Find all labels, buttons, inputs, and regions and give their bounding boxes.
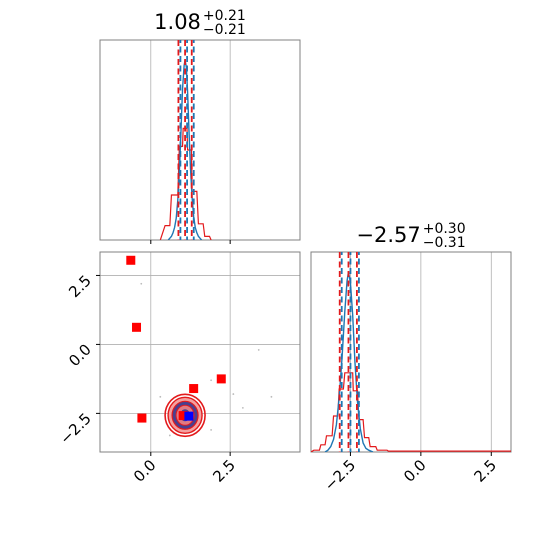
hist1-xtick-label-0: −2.5: [321, 456, 359, 494]
scatter-xtick-label-1: 2.5: [209, 456, 239, 486]
title-param1: −2.57 +0.30−0.31: [356, 221, 465, 251]
frame-h1: [310, 251, 512, 453]
title-param1-median: −2.57: [356, 223, 420, 247]
title-param0-plus: +0.21: [203, 8, 246, 24]
contour-outer-red: [164, 393, 206, 438]
scatter-faint-sample-0: [210, 379, 213, 382]
title-param0: 1.08 +0.21−0.21: [154, 8, 246, 38]
scatter-panel: [126, 255, 273, 438]
frame-h0: [99, 39, 301, 241]
hist1-xtick-label-1: 0.0: [400, 456, 430, 486]
scatter-faint-sample-7: [168, 434, 171, 437]
hist-param1: [311, 252, 511, 452]
scatter-marker-5: [178, 411, 188, 421]
frame-sc: [99, 251, 301, 453]
hist1-xtick-label-2: 2.5: [471, 456, 501, 486]
scatter-marker-3: [189, 384, 199, 394]
hist0-red-series: [159, 127, 212, 240]
title-param1-minus: −0.31: [423, 235, 466, 251]
scatter-faint-sample-2: [257, 349, 260, 351]
title-param1-plus: +0.30: [423, 221, 466, 237]
scatter-xtick-label-0: 0.0: [130, 456, 160, 486]
scatter-ytick-label-1: 0.0: [65, 341, 95, 371]
scatter-faint-sample-8: [210, 429, 213, 431]
scatter-ytick-label-2: −2.5: [56, 409, 94, 447]
scatter-ytick-label-0: 2.5: [65, 272, 95, 302]
scatter-marker-0: [126, 255, 136, 265]
scatter-marker-6: [184, 411, 194, 421]
scatter-marker-2: [137, 413, 147, 423]
scatter-faint-sample-9: [270, 395, 273, 398]
scatter-faint-sample-1: [232, 393, 235, 395]
scatter-marker-1: [132, 322, 142, 332]
hist1-red-series: [311, 372, 511, 452]
title-param0-median: 1.08: [154, 10, 201, 34]
scatter-faint-sample-3: [159, 395, 162, 398]
scatter-marker-4: [216, 374, 226, 384]
scatter-faint-sample-4: [140, 282, 143, 285]
hist-param0: [159, 40, 212, 240]
title-param0-minus: −0.21: [203, 22, 246, 38]
scatter-faint-sample-6: [241, 406, 244, 409]
